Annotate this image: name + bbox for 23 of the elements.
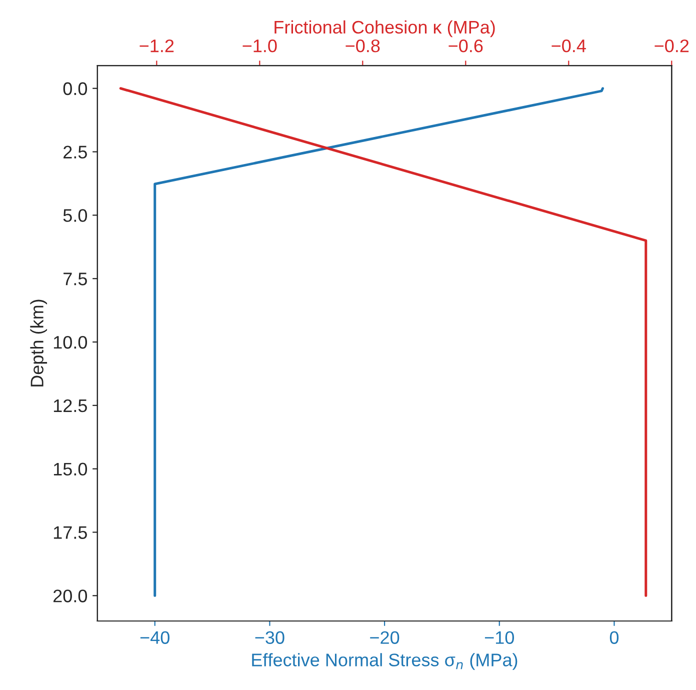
y-tick-label: 10.0 <box>54 336 88 349</box>
y-tick-label: 2.5 <box>64 146 87 159</box>
y-tick-label: 17.5 <box>54 526 87 539</box>
x2-axis-title: Frictional Cohesion κ (MPa) <box>274 20 495 38</box>
x-tick-label: −30 <box>255 631 284 644</box>
x-tick-label: −10 <box>484 631 514 644</box>
y-tick-label: 0.0 <box>63 82 88 96</box>
x2-tick-label: −0.8 <box>346 39 380 52</box>
x2-tick-label: −1.0 <box>242 39 277 52</box>
x2-tick-label: −0.6 <box>448 39 483 52</box>
x-tick-label: −40 <box>140 631 170 644</box>
x2-tick-label: −1.2 <box>140 39 174 52</box>
x2-tick-label: −0.2 <box>654 39 689 52</box>
x-tick-label: 0 <box>610 631 619 644</box>
x2-tick-label: −0.4 <box>552 39 586 52</box>
x-tick-label: −20 <box>370 631 400 644</box>
y-tick-label: 20.0 <box>53 590 88 602</box>
x-axis-title: Effective Normal Stress σ$_{n}$ (MPa) <box>252 653 518 670</box>
y-tick-label: 12.5 <box>54 399 87 412</box>
y-tick-label: 15.0 <box>54 462 88 476</box>
y-tick-label: 5.0 <box>63 209 88 222</box>
y-axis-title: Depth (km) <box>30 300 48 386</box>
y-tick-label: 7.5 <box>64 272 87 286</box>
